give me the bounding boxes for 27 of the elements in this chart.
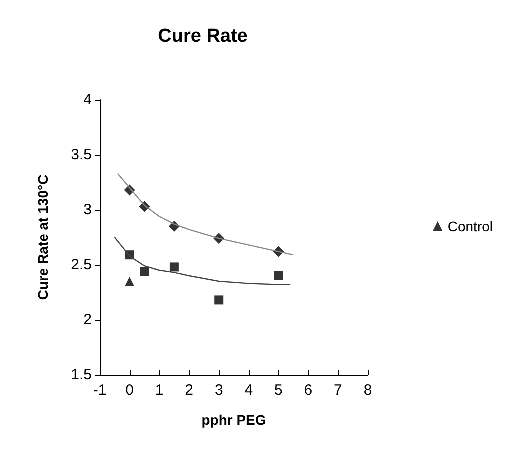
y-tick-label: 3.5 [71, 146, 92, 164]
y-axis-title: Cure Rate at 130°C [35, 174, 51, 300]
y-tick-label: 3 [84, 202, 92, 218]
x-tick-label: 5 [274, 382, 283, 399]
x-tick-label: 0 [126, 382, 134, 399]
point [274, 272, 284, 280]
x-tick-label: -1 [93, 382, 107, 399]
y-tick-label: 2.5 [71, 256, 92, 274]
x-tick-label: 3 [214, 382, 224, 399]
line-series [114, 236, 292, 286]
x-tick-label: 8 [364, 382, 372, 399]
line-series [117, 173, 294, 256]
point [170, 262, 179, 272]
y-tick-label: 4 [84, 92, 92, 108]
point [214, 296, 224, 305]
x-tick-label: 6 [304, 382, 313, 399]
point [140, 267, 150, 276]
x-tick-label: 2 [185, 382, 194, 399]
legend-label: Control [448, 218, 494, 234]
x-axis-title: pphr PEG [202, 412, 266, 428]
x-tick-label: 1 [155, 382, 164, 399]
x-tick-label: 4 [244, 382, 254, 399]
chart-title: Cure Rate [158, 26, 248, 47]
y-tick-label: 1.5 [71, 366, 92, 384]
x-tick-label: 7 [334, 382, 342, 399]
y-tick-label: 2 [84, 312, 92, 328]
point [125, 277, 134, 286]
